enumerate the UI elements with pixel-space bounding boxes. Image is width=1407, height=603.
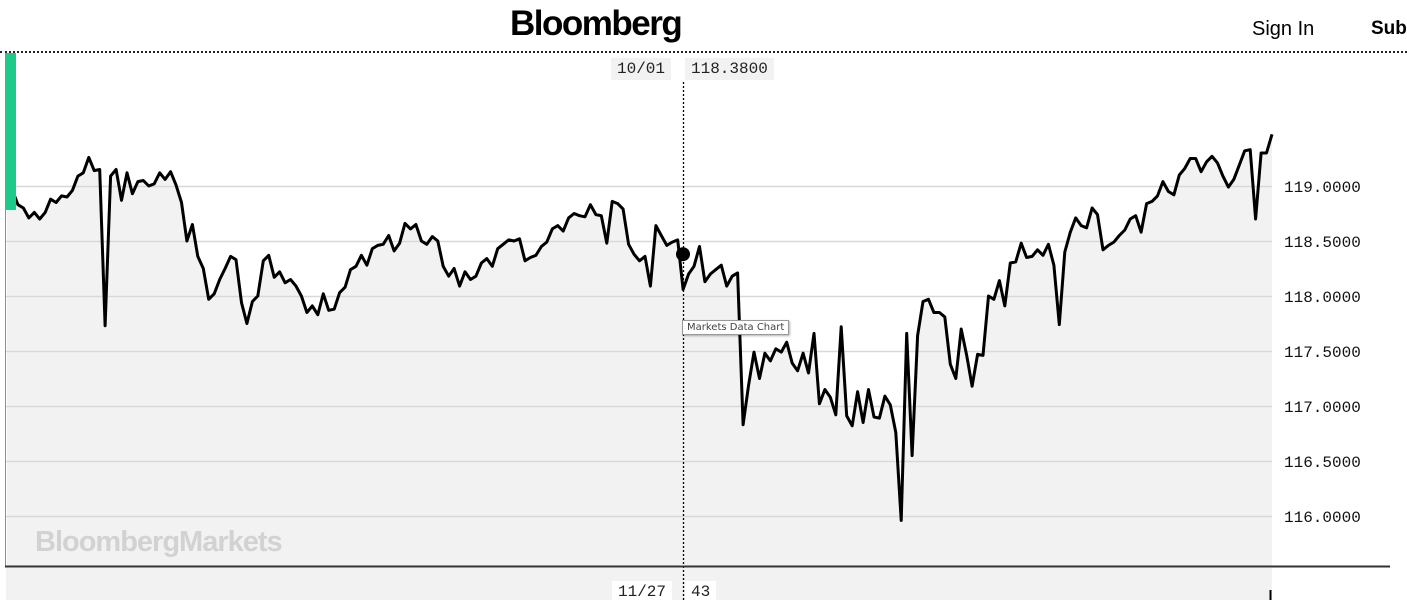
accent-bar xyxy=(5,53,16,210)
y-tick-label: 116.0000 xyxy=(1284,509,1361,527)
tooltip: Markets Data Chart xyxy=(682,320,790,335)
price-area-fill xyxy=(7,134,1272,567)
volume-date: 11/27 xyxy=(612,581,673,603)
crosshair-value: 118.3800 xyxy=(685,58,774,80)
y-tick-label: 118.0000 xyxy=(1284,289,1361,307)
price-line xyxy=(5,133,1274,522)
y-tick-label: 117.0000 xyxy=(1284,399,1361,417)
volume-value: 43 xyxy=(685,581,717,603)
y-tick-label: 118.5000 xyxy=(1284,234,1361,252)
bloomberg-markets-watermark: BloombergMarkets xyxy=(35,526,283,558)
y-tick-label: 117.5000 xyxy=(1284,344,1361,362)
sign-in-link[interactable]: Sign In xyxy=(1252,18,1315,40)
site-header: Bloomberg Sign In Sub xyxy=(0,0,1407,53)
subscribe-link[interactable]: Sub xyxy=(1371,18,1407,39)
y-tick-label: 116.5000 xyxy=(1284,454,1361,472)
crosshair-date: 10/01 xyxy=(611,58,672,80)
crosshair-marker xyxy=(676,247,690,262)
bloomberg-logo[interactable]: Bloomberg xyxy=(510,4,683,43)
y-tick-label: 119.0000 xyxy=(1284,179,1361,197)
